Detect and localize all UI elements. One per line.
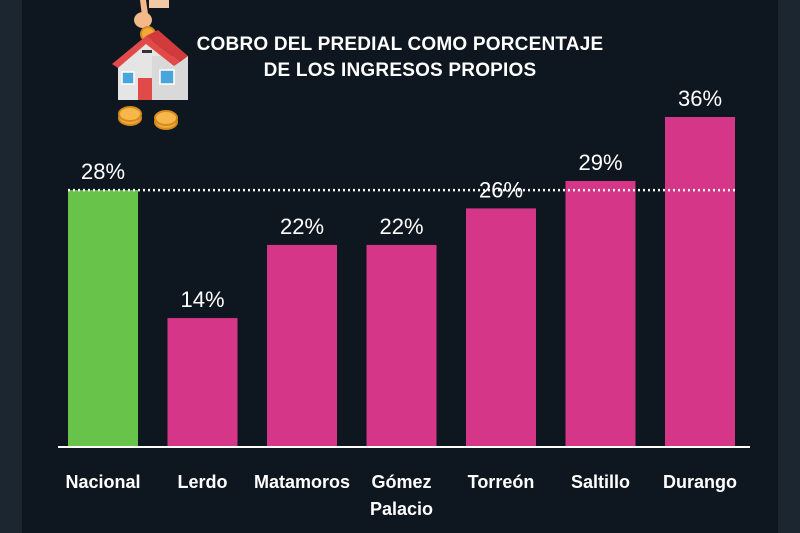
bar-saltillo — [565, 180, 636, 446]
bar-nacional — [68, 190, 138, 446]
chart-title-line-1: COBRO DEL PREDIAL COMO PORCENTAJE — [196, 34, 604, 55]
data-label: 14% — [180, 287, 224, 312]
house-coin-icon — [112, 0, 188, 130]
data-label: 22% — [379, 214, 423, 239]
category-label: Torreón — [468, 472, 535, 492]
category-label: Saltillo — [571, 472, 630, 492]
data-label: 36% — [678, 86, 722, 111]
category-label: Palacio — [370, 499, 433, 519]
data-label: 26% — [479, 177, 523, 202]
left-border — [0, 0, 22, 533]
bar-lerdo — [167, 318, 238, 446]
chart-title-line-2: DE LOS INGRESOS PROPIOS — [263, 60, 537, 81]
right-border — [778, 0, 800, 533]
bar-torreón — [466, 208, 536, 446]
category-label: Lerdo — [177, 472, 227, 492]
data-label: 28% — [81, 159, 125, 184]
bar-gómez-palacio — [366, 244, 437, 446]
bar-matamoros — [267, 244, 337, 446]
category-label: Durango — [663, 472, 737, 492]
category-label: Matamoros — [254, 472, 350, 492]
chart-title: COBRO DEL PREDIAL COMO PORCENTAJE DE LOS… — [150, 32, 650, 84]
category-label: Gómez — [371, 472, 431, 492]
data-label: 22% — [280, 214, 324, 239]
data-label: 29% — [578, 150, 622, 175]
bar-durango — [665, 117, 735, 446]
category-label: Nacional — [65, 472, 140, 492]
